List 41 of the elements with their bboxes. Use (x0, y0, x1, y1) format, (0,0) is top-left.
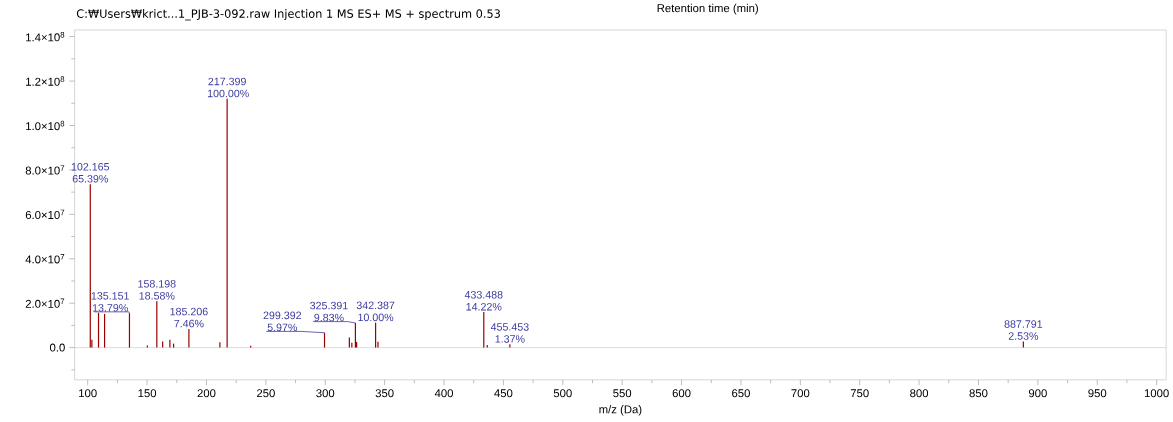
y-tick-label: 8.0×10$^{7}$ (25, 165, 65, 175)
x-tick-label: 300 (316, 389, 335, 398)
annotation: 455.453 1.37% (490, 323, 529, 343)
annotation: 342.387 10.00% (356, 301, 395, 322)
x-tick-label: 700 (791, 389, 810, 398)
x-axis-title: m/z (Da) (599, 405, 642, 416)
annotation: 102.165 65.39% (71, 163, 110, 183)
x-tick-label: 150 (138, 389, 157, 398)
x-tick-label: 950 (1088, 389, 1107, 398)
x-tick-label: 200 (197, 389, 216, 398)
y-tick-label: 1.2×10$^{8}$ (26, 76, 65, 86)
y-tick-label: 4.0×10$^{7}$ (25, 254, 65, 264)
annotation: 887.791 2.53% (1004, 320, 1043, 340)
x-tick-label: 450 (494, 389, 513, 398)
annotation: 433.488 14.22% (464, 291, 503, 311)
x-tick-label: 750 (850, 389, 869, 398)
x-tick-label: 1000 (1144, 389, 1169, 398)
y-tick-label: 6.0×10$^{7}$ (25, 209, 65, 220)
x-tick-label: 500 (553, 389, 572, 398)
annotation: 299.392 5.97% (263, 311, 302, 332)
x-tick-label: 400 (434, 389, 454, 398)
y-tick-label: 1.4×10$^{8}$ (26, 32, 65, 42)
y-tick-label: 1.0×10$^{8}$ (26, 120, 65, 131)
chart-title: C:₩Users₩krict...1_PJB-3-092.raw Injection 1 MS ES+ MS + spectrum 0.53 (76, 9, 500, 21)
x-tick-label: 250 (256, 389, 275, 398)
x-tick-label: 900 (1028, 389, 1047, 398)
x-tick-label: 850 (969, 389, 988, 398)
annotation: 217.399 100.00% (207, 77, 249, 98)
y-tick-label: 2.0×10$^{7}$ (25, 298, 65, 308)
y-tick-label: 0.0 (49, 343, 65, 352)
annotation: 135.151 13.79% (91, 292, 129, 312)
x-tick-label: 600 (672, 389, 691, 398)
x-tick-label: 650 (732, 389, 750, 398)
x-tick-label: 800 (910, 389, 929, 398)
annotation: 325.391 9.83% (310, 301, 348, 322)
annotation: 158.198 18.58% (138, 280, 176, 300)
x-tick-label: 350 (375, 389, 394, 398)
text: Retention time (min) (657, 3, 758, 15)
annotation: 185.206 7.46% (170, 307, 208, 328)
x-tick-label: 100 (79, 389, 97, 398)
x-tick-label: 550 (613, 389, 632, 398)
